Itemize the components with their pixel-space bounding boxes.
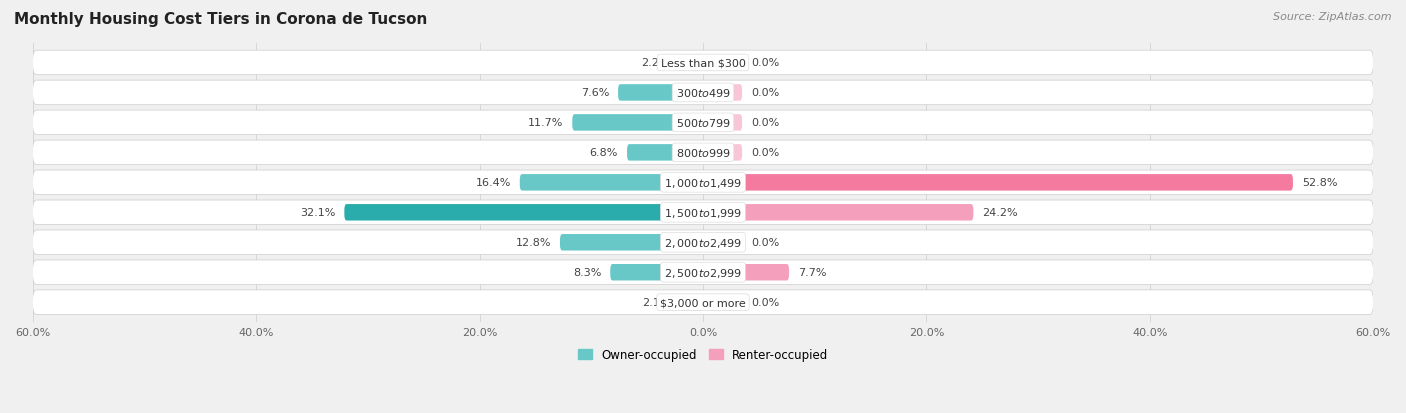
- FancyBboxPatch shape: [344, 204, 703, 221]
- Text: 7.7%: 7.7%: [799, 268, 827, 278]
- FancyBboxPatch shape: [703, 55, 742, 71]
- FancyBboxPatch shape: [32, 141, 1374, 165]
- Text: $2,500 to $2,999: $2,500 to $2,999: [664, 266, 742, 279]
- Text: 12.8%: 12.8%: [516, 238, 551, 248]
- Text: Monthly Housing Cost Tiers in Corona de Tucson: Monthly Housing Cost Tiers in Corona de …: [14, 12, 427, 27]
- FancyBboxPatch shape: [703, 175, 1294, 191]
- Text: 8.3%: 8.3%: [574, 268, 602, 278]
- Text: 11.7%: 11.7%: [529, 118, 564, 128]
- FancyBboxPatch shape: [572, 115, 703, 131]
- FancyBboxPatch shape: [679, 55, 703, 71]
- FancyBboxPatch shape: [703, 115, 742, 131]
- FancyBboxPatch shape: [32, 171, 1374, 195]
- Text: 0.0%: 0.0%: [751, 118, 779, 128]
- Text: 0.0%: 0.0%: [751, 58, 779, 68]
- FancyBboxPatch shape: [32, 81, 1374, 105]
- FancyBboxPatch shape: [703, 264, 789, 281]
- FancyBboxPatch shape: [703, 204, 973, 221]
- FancyBboxPatch shape: [703, 85, 742, 102]
- Text: 7.6%: 7.6%: [581, 88, 609, 98]
- Text: $1,000 to $1,499: $1,000 to $1,499: [664, 176, 742, 190]
- FancyBboxPatch shape: [703, 294, 742, 311]
- FancyBboxPatch shape: [520, 175, 703, 191]
- FancyBboxPatch shape: [560, 235, 703, 251]
- Legend: Owner-occupied, Renter-occupied: Owner-occupied, Renter-occupied: [572, 344, 834, 366]
- Text: Source: ZipAtlas.com: Source: ZipAtlas.com: [1274, 12, 1392, 22]
- FancyBboxPatch shape: [703, 145, 742, 161]
- Text: $3,000 or more: $3,000 or more: [661, 297, 745, 307]
- FancyBboxPatch shape: [679, 294, 703, 311]
- FancyBboxPatch shape: [32, 290, 1374, 315]
- Text: 0.0%: 0.0%: [751, 238, 779, 248]
- Text: $1,500 to $1,999: $1,500 to $1,999: [664, 206, 742, 219]
- Text: 24.2%: 24.2%: [983, 208, 1018, 218]
- Text: 0.0%: 0.0%: [751, 297, 779, 307]
- Text: $500 to $799: $500 to $799: [675, 117, 731, 129]
- Text: $300 to $499: $300 to $499: [675, 87, 731, 99]
- Text: 0.0%: 0.0%: [751, 88, 779, 98]
- Text: 2.2%: 2.2%: [641, 58, 669, 68]
- FancyBboxPatch shape: [703, 235, 742, 251]
- Text: 32.1%: 32.1%: [299, 208, 336, 218]
- FancyBboxPatch shape: [32, 111, 1374, 135]
- FancyBboxPatch shape: [32, 201, 1374, 225]
- FancyBboxPatch shape: [32, 51, 1374, 76]
- FancyBboxPatch shape: [627, 145, 703, 161]
- FancyBboxPatch shape: [32, 230, 1374, 255]
- FancyBboxPatch shape: [32, 260, 1374, 285]
- Text: $2,000 to $2,499: $2,000 to $2,499: [664, 236, 742, 249]
- Text: 16.4%: 16.4%: [475, 178, 510, 188]
- FancyBboxPatch shape: [619, 85, 703, 102]
- Text: Less than $300: Less than $300: [661, 58, 745, 68]
- Text: 52.8%: 52.8%: [1302, 178, 1337, 188]
- Text: 0.0%: 0.0%: [751, 148, 779, 158]
- Text: $800 to $999: $800 to $999: [675, 147, 731, 159]
- Text: 6.8%: 6.8%: [589, 148, 619, 158]
- Text: 2.1%: 2.1%: [643, 297, 671, 307]
- FancyBboxPatch shape: [610, 264, 703, 281]
